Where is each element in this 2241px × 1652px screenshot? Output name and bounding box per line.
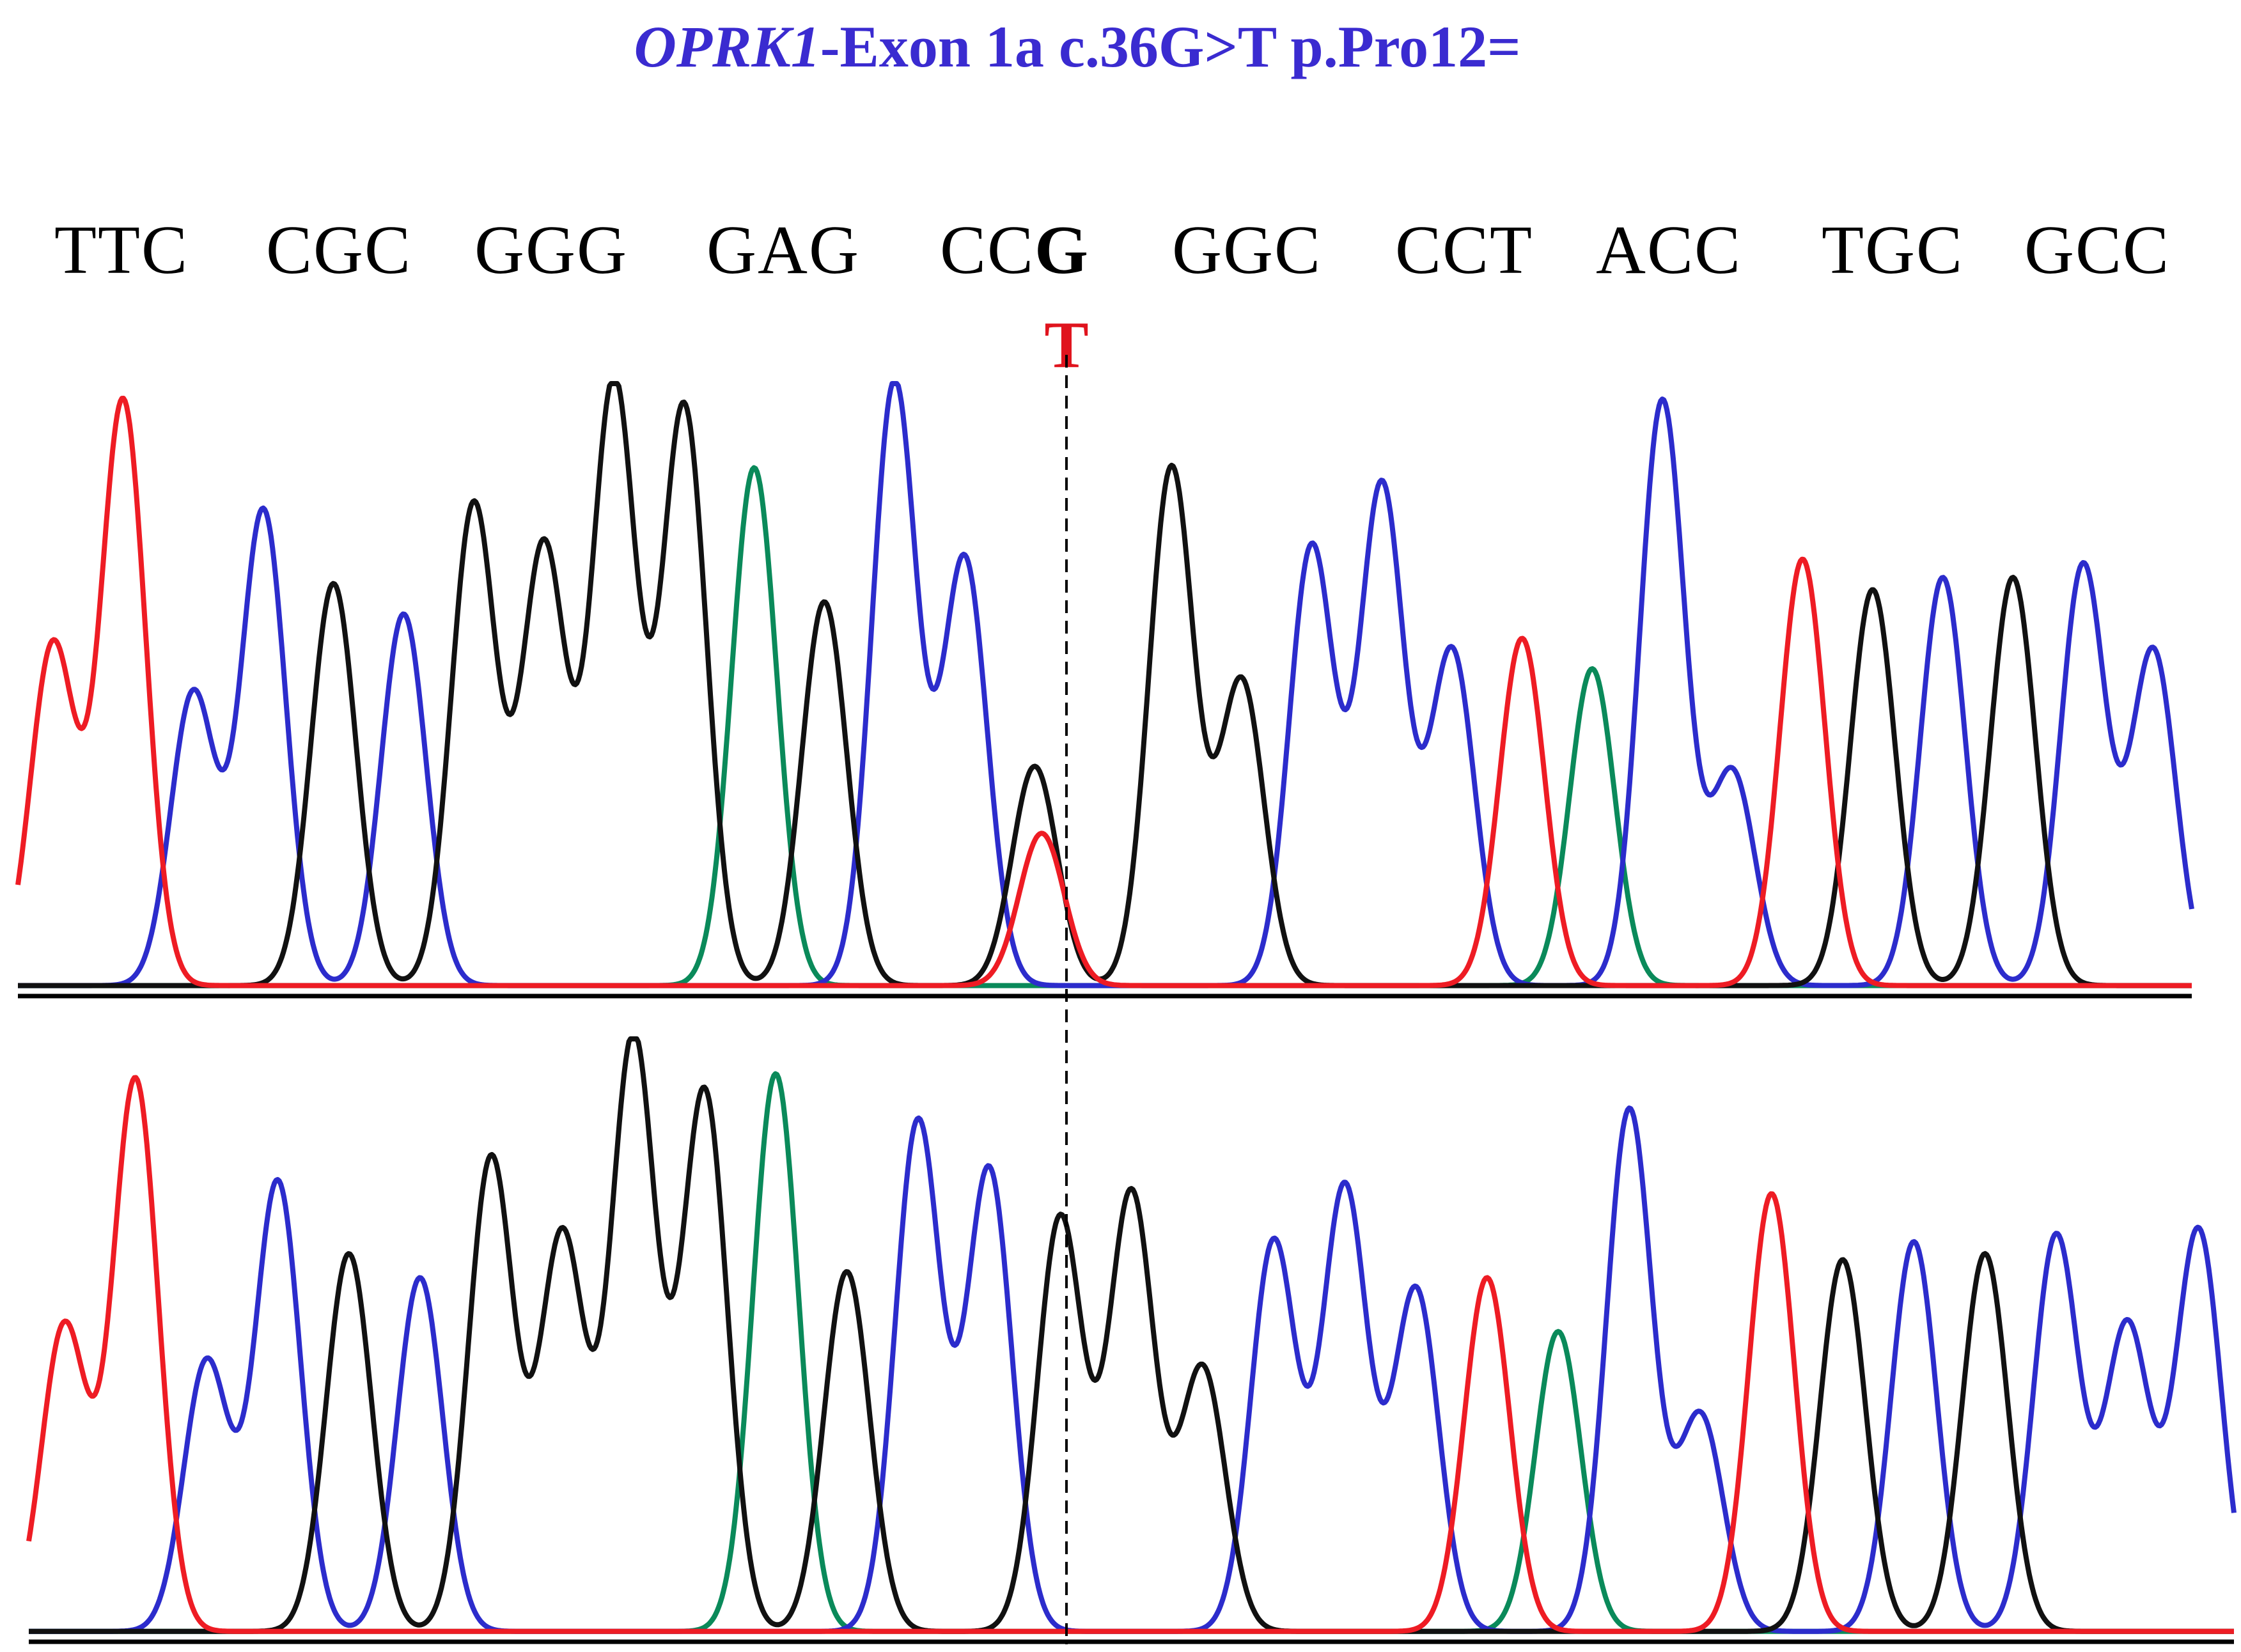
codon-label: GGC — [1171, 212, 1322, 288]
trace-t — [26, 1075, 2235, 1634]
codon-row: TTC CGC GGG GAG CCG GGC CCT ACC TGC GCC — [0, 211, 2241, 294]
codon-label: TTC — [54, 212, 189, 288]
codon-label: CCT — [1394, 212, 1534, 288]
wildtype-trace-panel — [26, 1036, 2237, 1634]
codon-label: CCG — [939, 212, 1090, 288]
codon-label: GCC — [2024, 212, 2171, 288]
mutation-base-label: T — [1044, 308, 1089, 382]
trace-g — [27, 1036, 2235, 1634]
figure-title: OPRK1-Exon 1a c.36G>T p.Pro12= — [0, 13, 2155, 81]
trace-a — [17, 465, 2193, 988]
gene-name: OPRK1 — [634, 14, 820, 79]
trace-a — [27, 1071, 2235, 1634]
trace-t — [15, 396, 2193, 988]
trace-g — [17, 381, 2193, 988]
variant-description: -Exon 1a c.36G>T p.Pro12= — [820, 14, 1521, 79]
trace-c — [17, 381, 2194, 988]
codon-label: TGC — [1822, 212, 1964, 288]
codon-label: ACC — [1595, 212, 1742, 288]
codon-label: GAG — [707, 212, 860, 288]
codon-label: CGC — [265, 212, 412, 288]
mutant-trace-panel — [15, 381, 2194, 988]
codon-label: GGG — [474, 212, 628, 288]
